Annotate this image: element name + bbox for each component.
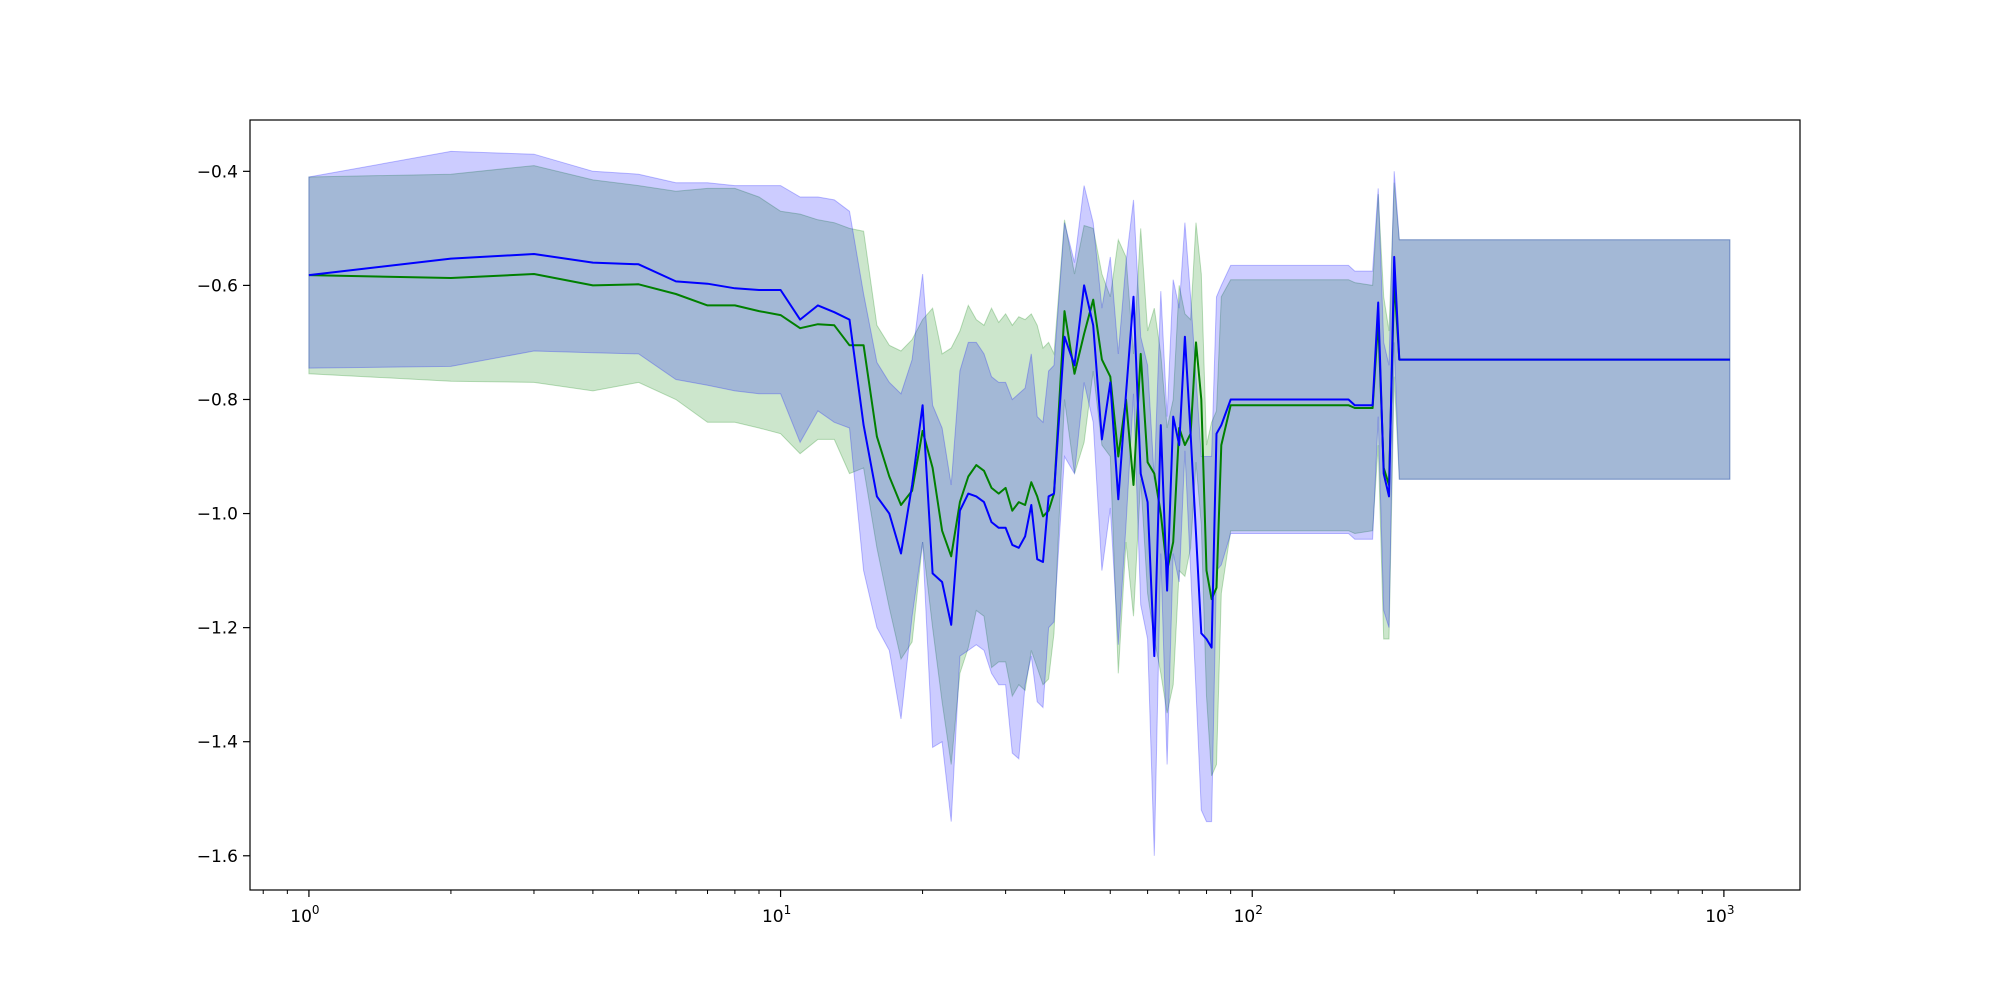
x-tick-label: 103 [1705,903,1734,927]
y-tick-label: −1.4 [197,733,238,753]
series-lines [308,253,1730,658]
plot-frame [249,119,1801,891]
series-1-line [308,273,1730,601]
series-2-line [308,253,1730,658]
y-tick-label: −0.8 [197,390,238,410]
x-tick-label: 100 [290,903,319,927]
y-tick-label: −0.4 [197,162,238,182]
x-tick-label: 102 [1234,903,1263,927]
series-1-band [308,165,1731,777]
x-axis: 100 101 102 103 [262,890,1735,927]
confidence-bands [308,150,1731,856]
y-tick-label: −1.2 [197,619,238,639]
y-tick-label: −1.0 [197,505,238,525]
y-axis: −0.4 −0.6 −0.8 −1.0 −1.2 −1.4 −1.6 [197,162,250,867]
series-2-band [308,150,1731,856]
x-tick-label: 101 [762,903,791,927]
y-tick-label: −0.6 [197,276,238,296]
y-tick-label: −1.6 [197,847,238,867]
